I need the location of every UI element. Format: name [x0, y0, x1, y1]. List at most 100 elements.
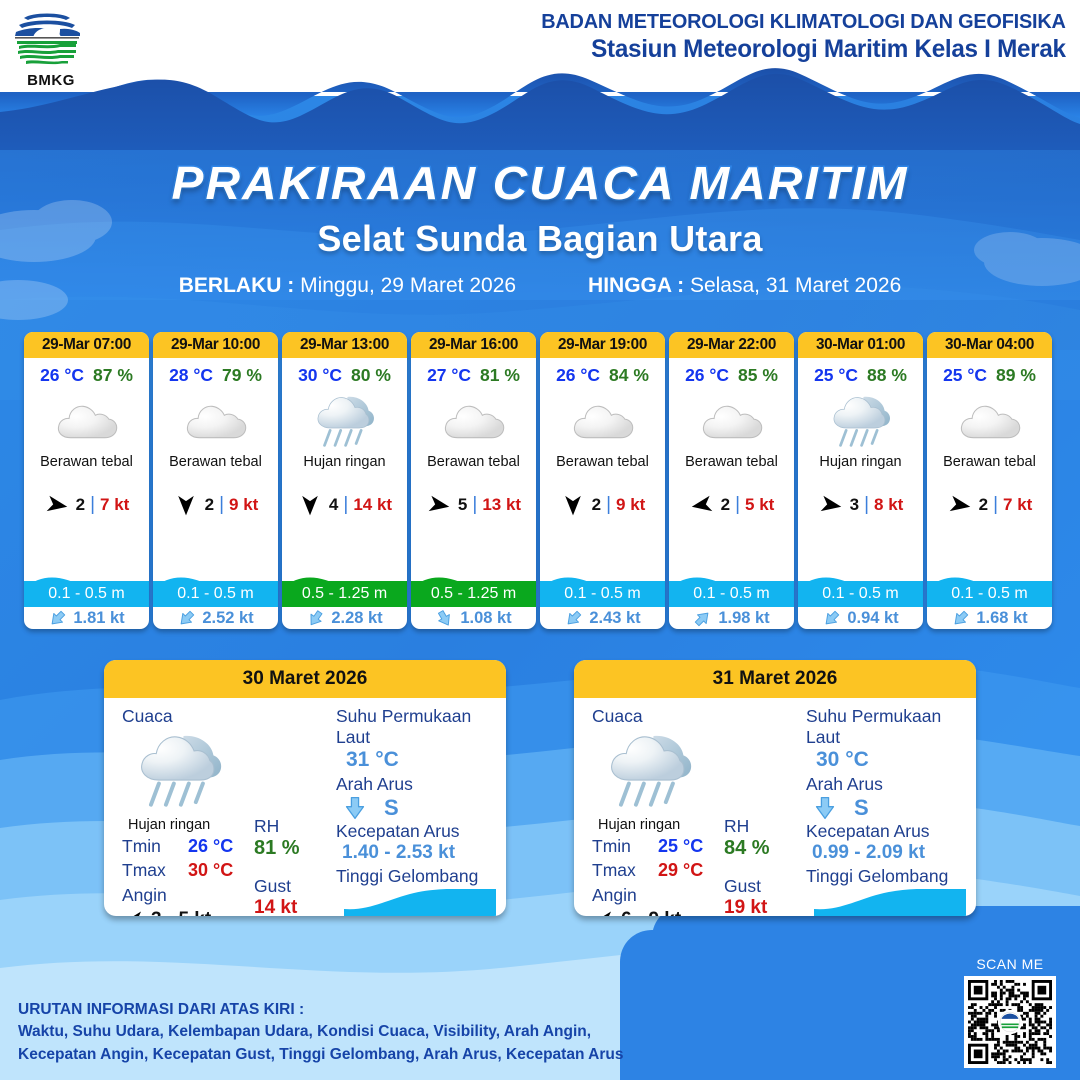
card-temperature: 28 °C	[169, 365, 214, 385]
legend-line-2: Kecepatan Angin, Kecepatan Gust, Tinggi …	[18, 1045, 624, 1063]
wind-direction-icon	[564, 495, 581, 516]
cloud-overcast-icon	[702, 405, 762, 439]
angin-value: 6 - 9 kt	[621, 909, 681, 916]
angin-label: Angin	[122, 884, 167, 905]
legend-note: URUTAN INFORMASI DARI ATAS KIRI : Waktu,…	[18, 999, 623, 1066]
sst-value: 30 °C	[816, 748, 869, 771]
organization-name: BADAN METEOROLOGI KLIMATOLOGI DAN GEOFIS…	[541, 10, 1067, 33]
card-temperature: 30 °C	[298, 365, 343, 385]
card-wind-row: 4 | 14 kt	[282, 492, 407, 518]
wave-shape-icon	[344, 888, 496, 916]
current-direction-icon	[51, 610, 66, 624]
card-temperature: 26 °C	[556, 365, 601, 385]
card-weather-icon	[24, 388, 149, 454]
card-time: 29-Mar 19:00	[540, 332, 665, 358]
daily-condition: Hujan ringan	[128, 816, 211, 833]
card-temperature: 25 °C	[814, 365, 859, 385]
card-current-row: 1.81 kt	[24, 607, 149, 629]
card-wave-block: 0.1 - 0.5 m 0.94 kt	[798, 572, 923, 629]
card-current-speed: 2.52 kt	[202, 608, 254, 627]
gust-label: Gust	[254, 876, 291, 896]
card-humidity: 80 %	[351, 365, 391, 385]
card-wind-row: 2 | 5 kt	[669, 492, 794, 518]
kecepatan-arus-value: 1.40 - 2.53 kt	[342, 842, 456, 863]
station-name: Stasiun Meteorologi Maritim Kelas I Mera…	[591, 34, 1066, 63]
card-humidity: 89 %	[996, 365, 1036, 385]
current-direction-icon	[567, 610, 582, 624]
daily-weather-icon	[606, 729, 804, 815]
card-visibility: 2	[720, 495, 731, 514]
tinggi-gelombang-label: Tinggi Gelombang	[336, 866, 479, 886]
page-header: BMKG BADAN METEOROLOGI KLIMATOLOGI DAN G…	[0, 0, 1080, 92]
legend-line-1: Waktu, Suhu Udara, Kelembapan Udara, Kon…	[18, 1023, 592, 1041]
card-humidity: 79 %	[222, 365, 262, 385]
card-humidity: 84 %	[609, 365, 649, 385]
card-condition: Berawan tebal	[169, 454, 262, 470]
card-current-row: 2.43 kt	[540, 607, 665, 629]
card-weather-icon	[540, 388, 665, 454]
card-current-row: 2.28 kt	[282, 607, 407, 629]
card-wave-block: 0.1 - 0.5 m 1.98 kt	[669, 572, 794, 629]
card-wind-arrow	[426, 492, 452, 518]
card-wind-row: 2 | 9 kt	[540, 492, 665, 518]
current-direction-icon	[695, 612, 709, 626]
card-temperature: 25 °C	[943, 365, 988, 385]
daily-body: Cuaca Hujan ringan Tmin 26 °C	[104, 698, 506, 916]
card-visibility: 2	[204, 495, 215, 514]
region-subtitle: Selat Sunda Bagian Utara	[317, 218, 763, 259]
forecast-card: 29-Mar 22:00 26 °C 85 % Berawan tebal 2 …	[669, 332, 794, 629]
card-weather-icon	[927, 388, 1052, 454]
angin-value: 3 - 5 kt	[151, 909, 211, 916]
tmax-row: Tmax 29 °C	[592, 860, 804, 881]
card-condition: Berawan tebal	[40, 454, 133, 470]
qr-code[interactable]	[964, 976, 1056, 1068]
card-visibility: 4	[328, 495, 339, 514]
card-wind-arrow	[297, 492, 323, 518]
card-wave-height: 0.1 - 0.5 m	[564, 585, 641, 602]
wind-direction-icon	[691, 495, 712, 512]
rain-light-icon	[833, 397, 890, 448]
current-direction-icon	[815, 796, 835, 820]
wind-direction-icon	[594, 911, 614, 916]
wind-direction-icon	[46, 495, 67, 512]
card-wind-row: 5 | 13 kt	[411, 492, 536, 518]
scan-block[interactable]: SCAN ME	[958, 956, 1062, 1068]
card-wind-speed: 7 kt	[100, 495, 130, 514]
card-current-speed: 2.43 kt	[589, 608, 641, 627]
card-current-arrow	[564, 609, 583, 628]
daily-panel: 31 Maret 2026 Cuaca Hujan ringan Tmin	[574, 660, 976, 916]
current-direction-icon	[345, 796, 365, 820]
tmin-value: 25 °C	[658, 835, 704, 856]
angin-row: 6 - 9 kt	[592, 908, 804, 916]
card-condition: Berawan tebal	[685, 454, 778, 470]
card-wind-speed: 13 kt	[482, 495, 522, 514]
scan-me-label: SCAN ME	[976, 956, 1044, 972]
tmin-label: Tmin	[592, 835, 631, 856]
forecast-card: 29-Mar 13:00 30 °C 80 % Hujan ringan 4	[282, 332, 407, 629]
kecepatan-arus-label: Kecepatan Arus	[336, 821, 460, 841]
card-visibility: 3	[849, 495, 860, 514]
card-time: 29-Mar 16:00	[411, 332, 536, 358]
hourly-forecast-row: 29-Mar 07:00 26 °C 87 % Berawan tebal 2 …	[24, 332, 1056, 629]
card-time: 30-Mar 04:00	[927, 332, 1052, 358]
card-temp-humidity: 25 °C 88 %	[798, 358, 923, 386]
tmin-label: Tmin	[122, 835, 161, 856]
cloud-overcast-icon	[960, 405, 1020, 439]
wind-direction-icon	[124, 911, 144, 916]
card-current-arrow	[177, 609, 196, 628]
card-humidity: 88 %	[867, 365, 907, 385]
daily-wind-arrow	[592, 908, 616, 916]
card-wind-separator: |	[219, 494, 225, 515]
current-direction-icon	[954, 610, 969, 624]
card-visibility: 2	[978, 495, 989, 514]
berlaku-label: BERLAKU :	[178, 274, 295, 297]
card-temperature: 27 °C	[427, 365, 472, 385]
card-temp-humidity: 28 °C 79 %	[153, 358, 278, 386]
card-wind-speed: 9 kt	[616, 495, 646, 514]
cloud-overcast-icon	[57, 405, 117, 439]
forecast-card: 29-Mar 16:00 27 °C 81 % Berawan tebal 5 …	[411, 332, 536, 629]
legend-title: URUTAN INFORMASI DARI ATAS KIRI :	[18, 1000, 305, 1018]
forecast-card: 30-Mar 01:00 25 °C 88 % Hujan ringan 3	[798, 332, 923, 629]
card-current-arrow	[306, 609, 325, 628]
